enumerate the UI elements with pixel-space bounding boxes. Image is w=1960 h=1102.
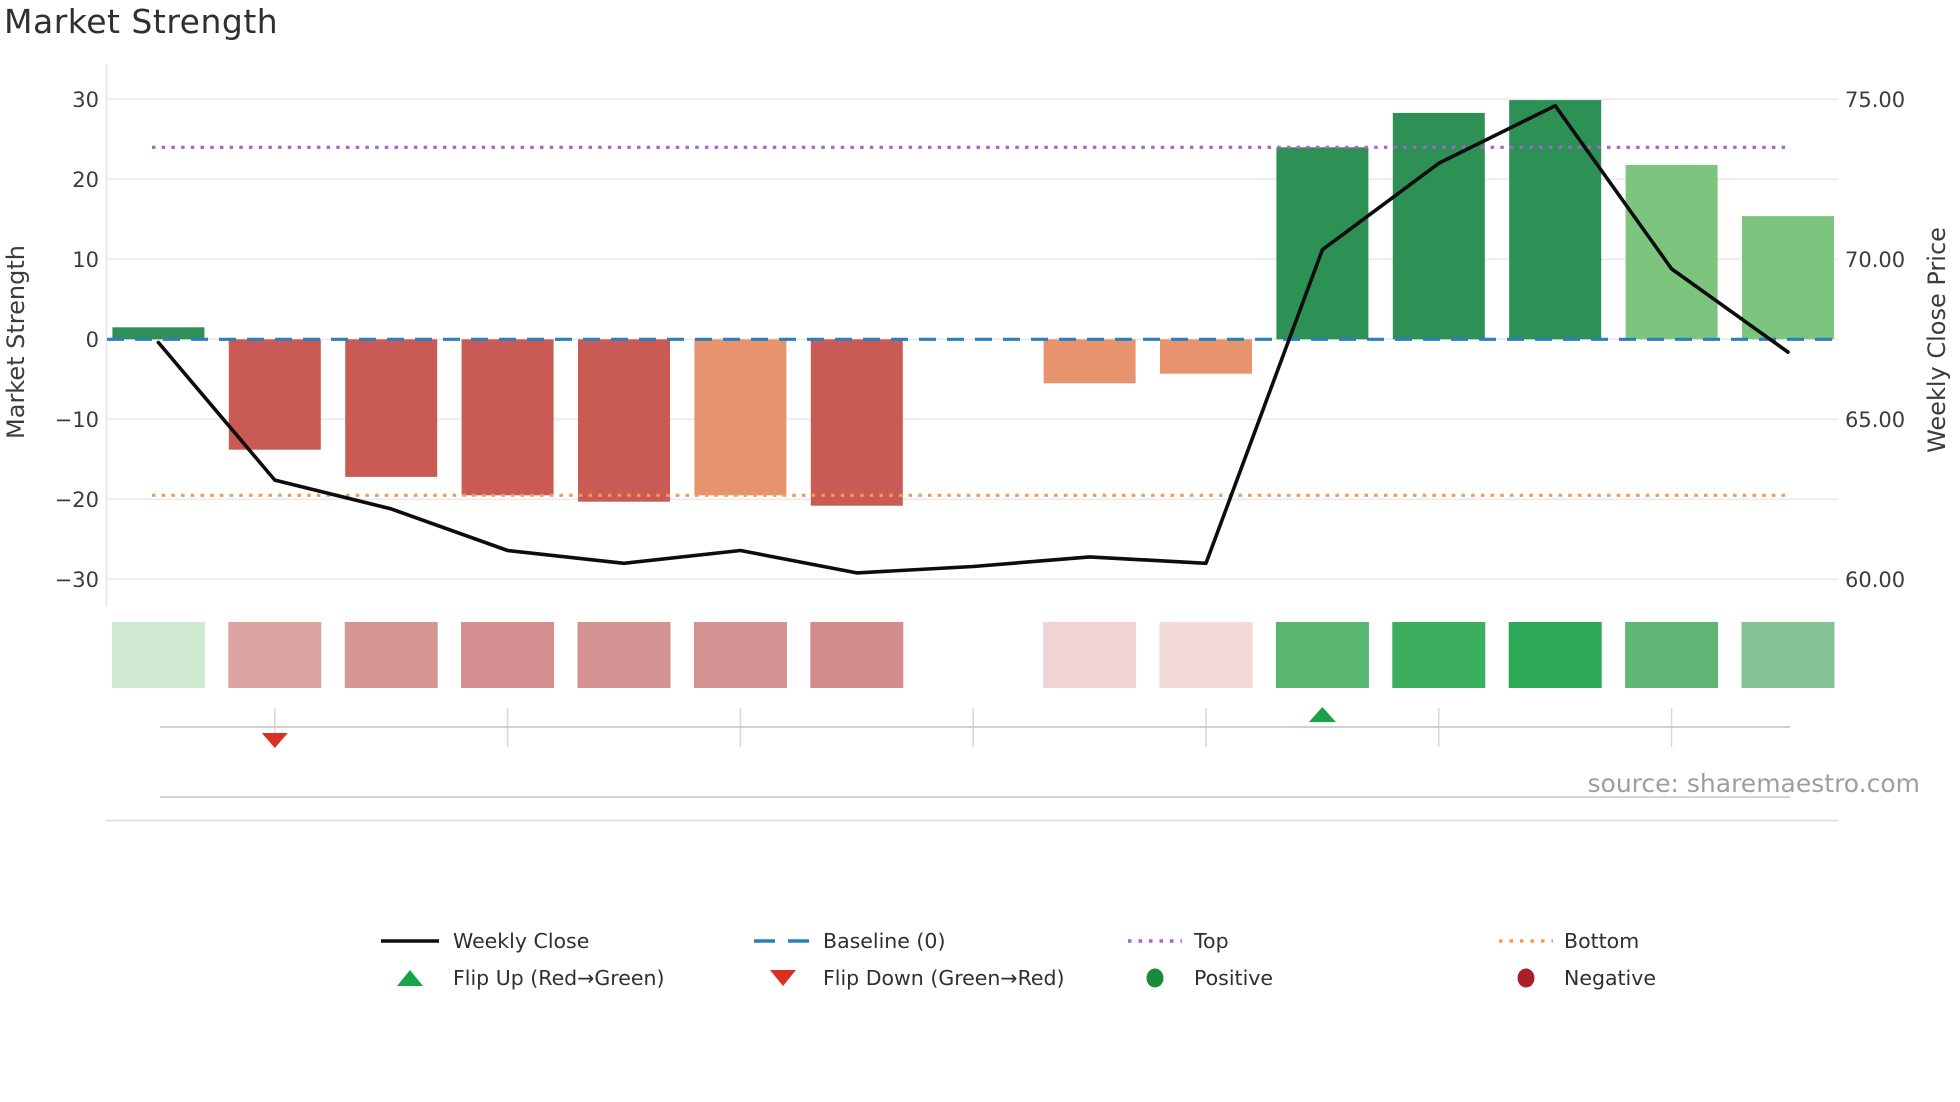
weekly-close-line	[156, 103, 1790, 575]
bar	[1276, 147, 1369, 340]
legend-label: Baseline (0)	[823, 929, 945, 953]
y-axis-tick-label: 20	[72, 168, 99, 192]
heat-tile	[1741, 622, 1835, 688]
bar	[1392, 112, 1485, 340]
triangle-down-icon	[770, 970, 796, 986]
y-axis-left-title: Market Strength	[2, 245, 30, 439]
weekly-close-path	[156, 103, 1790, 575]
heat-tile	[810, 622, 904, 688]
triangle-up-icon	[397, 970, 423, 986]
y-axis-right-tick-label: 65.00	[1845, 408, 1905, 432]
legend-item: Baseline (0)	[754, 929, 945, 953]
axis-left: 30 20 10 0 −10 −20 −30 Market Strength	[2, 88, 99, 592]
circle-icon	[1146, 968, 1164, 988]
y-axis-tick-label: 0	[86, 328, 99, 352]
legend: Weekly Close Baseline (0) Top Bottom Flip Up…	[381, 929, 1656, 990]
heat-tile	[577, 622, 671, 688]
bar	[461, 339, 554, 496]
bar	[1625, 164, 1718, 340]
legend-item: Weekly Close	[381, 929, 589, 953]
footer-markers	[106, 707, 1838, 822]
page-title: Market Strength	[4, 2, 279, 41]
heat-tile	[111, 622, 205, 688]
heat-tile	[461, 622, 555, 688]
y-axis-tick-label: 10	[72, 248, 99, 272]
y-axis-right-tick-label: 75.00	[1845, 88, 1905, 112]
legend-item: Negative	[1517, 966, 1656, 990]
bar	[694, 339, 787, 496]
legend-label: Flip Up (Red→Green)	[453, 966, 664, 990]
bar-series	[112, 100, 1834, 506]
bar	[1160, 339, 1252, 374]
legend-item: Top	[1128, 929, 1229, 953]
flip-down-icon	[261, 733, 288, 748]
heat-tile	[1159, 622, 1253, 688]
legend-label: Top	[1193, 929, 1229, 953]
heat-tile	[1275, 622, 1369, 688]
bar	[578, 339, 670, 502]
flip-up-icon	[1308, 707, 1336, 722]
legend-label: Flip Down (Green→Red)	[823, 966, 1065, 990]
y-axis-tick-label: 30	[72, 88, 99, 112]
legend-item: Flip Up (Red→Green)	[397, 966, 664, 990]
heat-tile	[693, 622, 787, 688]
heat-tile	[1043, 622, 1137, 688]
reference-lines	[107, 145, 1838, 497]
bar	[228, 339, 321, 450]
heat-tile	[1625, 622, 1719, 688]
y-axis-right-tick-label: 70.00	[1845, 248, 1905, 272]
source-note: source: sharemaestro.com	[1588, 769, 1921, 798]
legend-item: Flip Down (Green→Red)	[770, 966, 1065, 990]
heat-tile	[228, 622, 322, 688]
heat-strip	[111, 622, 1835, 688]
legend-label: Positive	[1194, 966, 1273, 990]
heat-tile	[344, 622, 438, 688]
y-axis-tick-label: −10	[55, 408, 99, 432]
heat-tile	[1508, 622, 1602, 688]
legend-item: Bottom	[1499, 929, 1639, 953]
legend-item: Positive	[1146, 966, 1273, 990]
bar	[112, 327, 205, 340]
legend-label: Bottom	[1564, 929, 1639, 953]
y-axis-right-tick-label: 60.00	[1845, 568, 1905, 592]
axis-right: 75.00 70.00 65.00 60.00 Weekly Close Price	[1845, 88, 1951, 592]
y-axis-right-title: Weekly Close Price	[1923, 227, 1951, 453]
legend-label: Negative	[1564, 966, 1656, 990]
bar	[1742, 216, 1834, 340]
y-axis-tick-label: −20	[55, 488, 99, 512]
bar	[345, 339, 438, 477]
circle-icon	[1517, 968, 1535, 988]
bar	[810, 339, 903, 506]
bar	[1509, 100, 1602, 340]
legend-label: Weekly Close	[453, 929, 589, 953]
heat-tile	[1392, 622, 1486, 688]
bar	[1043, 339, 1136, 384]
y-axis-tick-label: −30	[55, 568, 99, 592]
